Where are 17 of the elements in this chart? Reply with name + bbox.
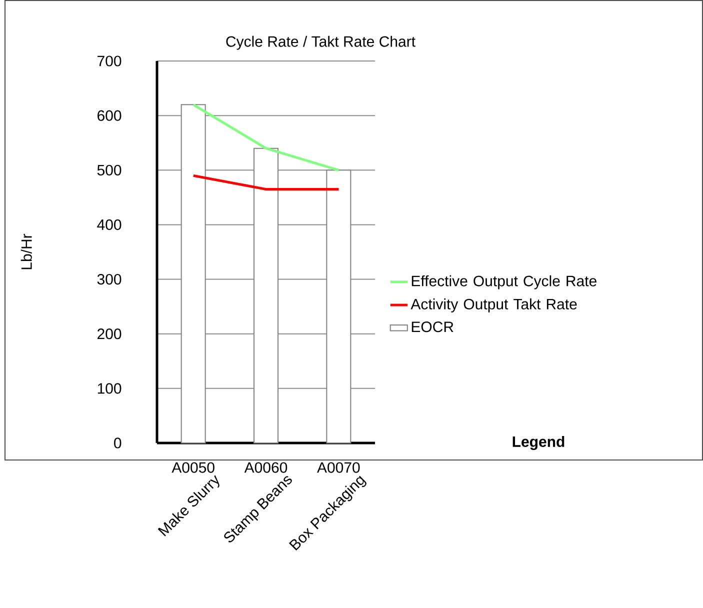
y-tick-label: 300 (97, 274, 122, 285)
y-tick-label: 100 (98, 383, 122, 394)
legend-label: Activity Output Takt Rate (410, 298, 577, 312)
y-tick-label: 400 (97, 219, 122, 230)
y-axis-title: Lb/Hr (20, 234, 32, 270)
y-tick-label: 600 (98, 110, 122, 121)
x-tick-label: A0060 (244, 462, 288, 473)
chart-title: Cycle Rate / Takt Rate Chart (226, 36, 416, 50)
y-tick-label: 500 (97, 164, 122, 176)
y-tick-label: 0 (114, 438, 122, 448)
legend-label: Effective Output Cycle Rate (412, 275, 596, 290)
y-tick-label: 700 (98, 56, 122, 66)
legend-title: Legend (512, 436, 564, 450)
x-tick-label: A0050 (172, 462, 214, 473)
legend-label: EOCR (412, 322, 454, 332)
y-tick-label: 200 (98, 328, 122, 340)
x-tick-label: A0070 (317, 462, 360, 473)
